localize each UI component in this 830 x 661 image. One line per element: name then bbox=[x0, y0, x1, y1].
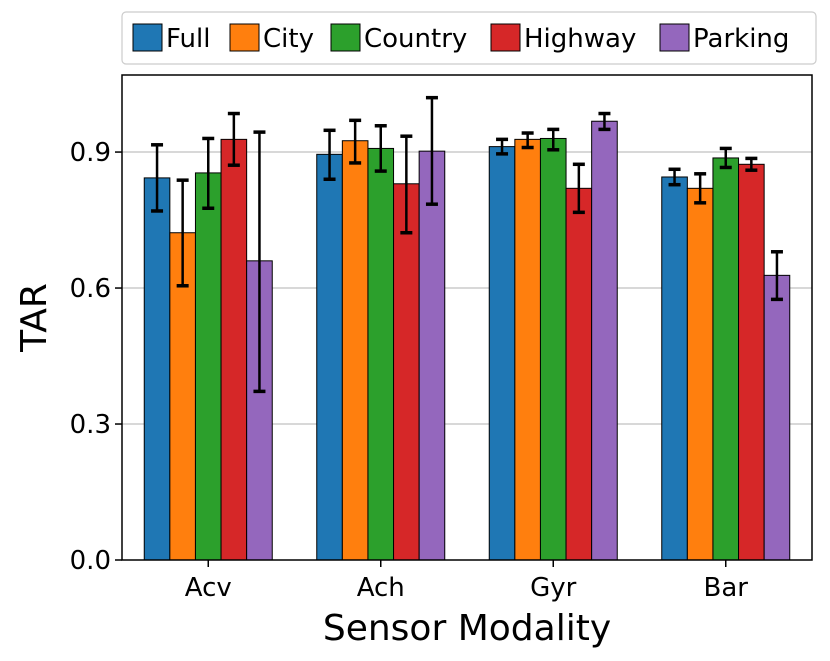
x-tick-label: Bar bbox=[704, 573, 749, 603]
bar-full bbox=[661, 176, 688, 561]
x-axis-title: Sensor Modality bbox=[323, 608, 611, 649]
bar-parking bbox=[418, 150, 446, 561]
bar-highway bbox=[738, 163, 765, 561]
bars bbox=[143, 120, 791, 561]
legend-label-parking: Parking bbox=[693, 24, 789, 54]
x-tick-label: Ach bbox=[357, 573, 405, 603]
x-tick-label: Acv bbox=[185, 573, 232, 603]
legend-box bbox=[121, 11, 817, 65]
bar-parking bbox=[591, 120, 618, 561]
bar-highway bbox=[565, 187, 593, 561]
x-axis-ticks: Acv Ach Gyr Bar bbox=[185, 560, 749, 603]
bar-country bbox=[539, 137, 567, 561]
bar-country bbox=[367, 147, 395, 561]
legend-swatch-city bbox=[229, 23, 260, 52]
y-tick-label: 0.0 bbox=[70, 546, 111, 576]
legend-swatch-highway bbox=[490, 23, 521, 52]
y-axis-ticks: 0.0 0.3 0.6 0.9 bbox=[70, 138, 122, 576]
legend-label-full: Full bbox=[166, 24, 210, 54]
bar-parking bbox=[763, 274, 791, 561]
legend: Full City Country Highway Parking bbox=[121, 11, 817, 65]
bar-city bbox=[341, 140, 369, 561]
bar-highway bbox=[393, 183, 420, 561]
x-tick-label: Gyr bbox=[530, 573, 577, 603]
bar-country bbox=[194, 172, 222, 561]
y-tick-label: 0.6 bbox=[70, 274, 111, 304]
bar-full bbox=[316, 153, 343, 561]
error-bars bbox=[151, 95, 783, 394]
legend-swatch-parking bbox=[659, 23, 690, 52]
legend-swatch-country bbox=[330, 23, 361, 52]
bar-city bbox=[686, 187, 714, 561]
plot-frame bbox=[121, 74, 813, 561]
legend-swatch-full bbox=[132, 23, 163, 52]
bar-highway bbox=[220, 138, 248, 561]
bar-country bbox=[712, 157, 740, 561]
y-tick-label: 0.3 bbox=[70, 410, 111, 440]
bar-full bbox=[143, 177, 171, 561]
legend-label-country: Country bbox=[364, 24, 467, 54]
legend-label-highway: Highway bbox=[524, 24, 636, 54]
y-axis-title: TAR bbox=[14, 283, 55, 353]
y-tick-label: 0.9 bbox=[70, 138, 111, 168]
bar-full bbox=[488, 146, 516, 561]
legend-label-city: City bbox=[263, 24, 314, 54]
bar-city bbox=[514, 138, 541, 561]
